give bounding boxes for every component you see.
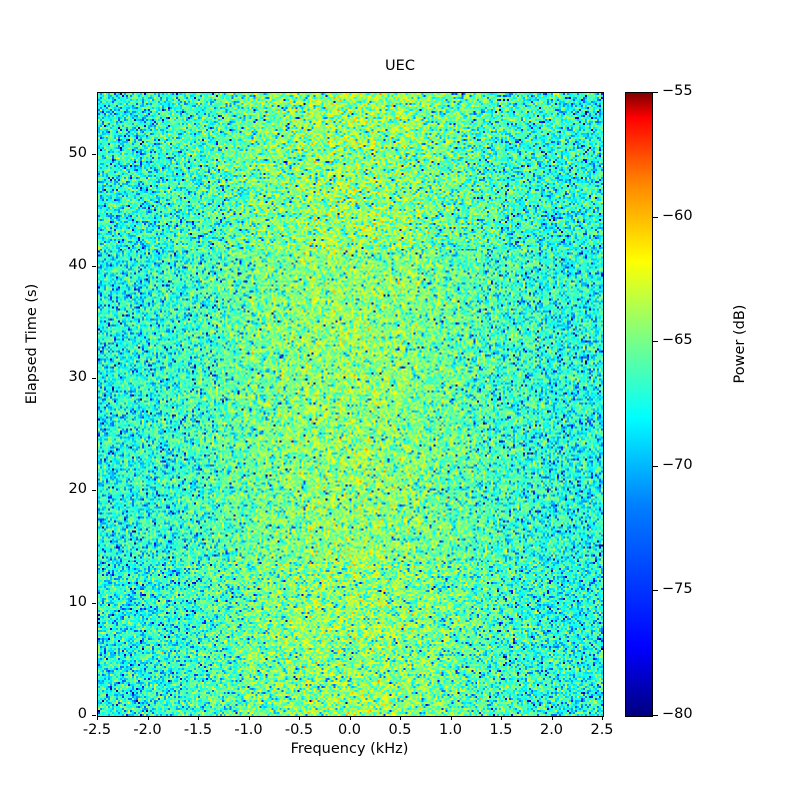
- x-tick-label: -0.5: [284, 722, 314, 738]
- x-tick-mark: [349, 716, 351, 720]
- x-tick-label: 0.0: [337, 722, 362, 738]
- colorbar-tick-label: −80: [662, 706, 693, 722]
- colorbar-tick-mark: [653, 216, 658, 218]
- y-tick-label: 10: [68, 593, 87, 610]
- x-tick-mark: [501, 716, 502, 720]
- x-tick-label: 1.5: [489, 722, 513, 738]
- x-tick-mark: [450, 716, 452, 720]
- x-tick-mark: [551, 716, 553, 720]
- x-tick-mark: [97, 716, 98, 720]
- y-tick-label: 50: [68, 144, 87, 161]
- y-tick-mark: [92, 153, 96, 155]
- colorbar-tick-label: −60: [662, 207, 693, 224]
- colorbar-label: Power (dB): [732, 304, 748, 384]
- colorbar-tick-label: −65: [662, 332, 693, 349]
- x-tick-mark: [400, 716, 401, 720]
- x-tick-label: 2.0: [539, 722, 564, 738]
- colorbar-tick-mark: [653, 341, 658, 343]
- colorbar-tick-mark: [653, 465, 658, 467]
- colorbar-tick-mark: [653, 92, 658, 93]
- y-axis-label: Elapsed Time (s): [24, 283, 40, 405]
- x-tick-mark: [248, 716, 250, 720]
- x-tick-label: -2.0: [133, 722, 162, 738]
- x-tick-mark: [602, 716, 603, 720]
- y-tick-mark: [92, 715, 96, 716]
- x-tick-label: -1.0: [234, 722, 263, 738]
- x-tick-mark: [147, 716, 149, 720]
- colorbar-tick-label: −70: [662, 456, 693, 473]
- x-tick-label: 0.5: [388, 722, 412, 738]
- colorbar-tick-mark: [653, 715, 658, 716]
- x-tick-mark: [299, 716, 300, 720]
- title-line-name: UEC: [385, 58, 415, 74]
- y-tick-mark: [92, 602, 96, 604]
- x-tick-label: 1.0: [438, 722, 463, 738]
- y-tick-label: 0: [77, 706, 87, 722]
- y-tick-label: 20: [68, 481, 87, 498]
- y-tick-mark: [92, 378, 96, 380]
- x-tick-mark: [198, 716, 199, 720]
- spectrogram-image: [98, 93, 603, 716]
- spectrogram-plot-area: [97, 92, 604, 717]
- x-tick-label: -2.5: [82, 722, 112, 738]
- y-tick-label: 40: [68, 256, 87, 273]
- x-axis-label: Frequency (kHz): [290, 741, 409, 757]
- colorbar-gradient: [626, 93, 652, 716]
- x-tick-label: 2.5: [590, 722, 614, 738]
- colorbar-tick-label: −75: [662, 581, 693, 598]
- y-tick-mark: [92, 490, 96, 492]
- colorbar-tick-label: −55: [662, 83, 693, 99]
- y-tick-label: 30: [68, 369, 87, 386]
- colorbar-tick-mark: [653, 590, 658, 592]
- x-tick-label: -1.5: [183, 722, 213, 738]
- colorbar: [625, 92, 653, 717]
- y-tick-mark: [92, 265, 96, 267]
